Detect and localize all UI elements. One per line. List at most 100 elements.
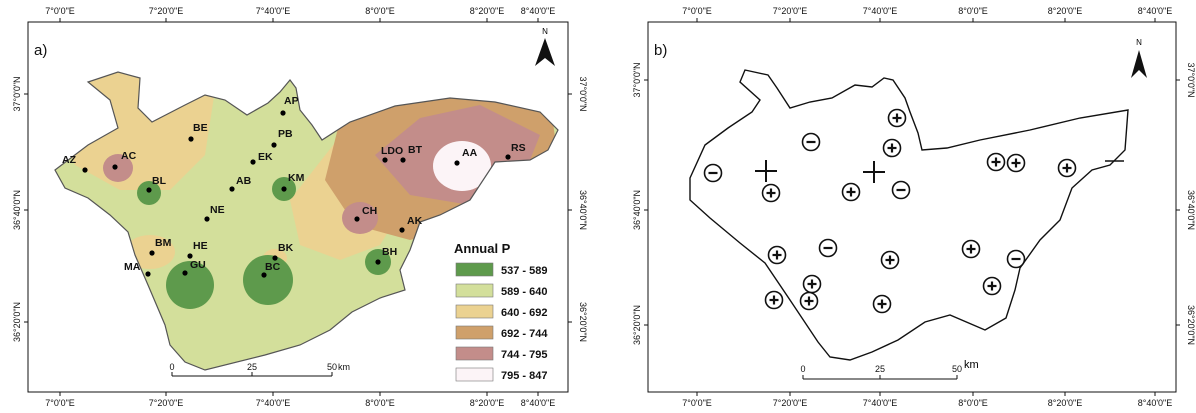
zone-795-847 <box>433 141 491 191</box>
legend-label: 640 - 692 <box>501 307 547 319</box>
station-label: NE <box>210 204 225 216</box>
circled-plus-icon <box>982 276 1002 296</box>
legend-swatch <box>455 346 494 361</box>
station-label: AB <box>236 175 252 187</box>
station-dot <box>281 186 287 192</box>
scalebar-a-tick-50: 50 <box>327 362 337 372</box>
circled-plus-icon <box>841 182 861 202</box>
station-label: AK <box>407 215 423 227</box>
north-label-b: N <box>1136 38 1142 47</box>
legend-annual-p: Annual P 537 - 589 589 - 640 640 - 692 692 … <box>454 241 548 382</box>
north-arrow-icon-b: N <box>1131 38 1147 78</box>
right-axis-label: 37°0'0"N <box>1186 62 1196 97</box>
region-boundary-b <box>689 69 1129 361</box>
panel-b-label: b) <box>654 42 667 59</box>
legend-label: 795 - 847 <box>501 370 547 382</box>
circled-minus-icon <box>703 163 723 183</box>
station-label: AA <box>462 147 478 159</box>
top-axis-label: 8°20'0"E <box>470 6 505 16</box>
legend-label: 589 - 640 <box>501 286 547 298</box>
legend-swatch <box>455 367 494 382</box>
top-axis-label: 7°40'0"E <box>863 6 898 16</box>
station-label: BC <box>265 261 281 273</box>
station-label: BK <box>278 242 294 254</box>
station-dot <box>399 227 405 233</box>
right-axis-label: 37°0'0"N <box>578 76 588 111</box>
station-label: RS <box>511 142 526 154</box>
station-dot <box>505 154 511 160</box>
bottom-axis-label: 7°40'0"E <box>863 398 898 408</box>
circled-minus-icon <box>818 238 838 258</box>
station-label: GU <box>190 259 206 271</box>
station-dot <box>375 259 381 265</box>
station-label: BT <box>408 144 423 156</box>
station-dot <box>261 272 267 278</box>
station-dot <box>204 216 210 222</box>
station-label: BM <box>155 237 172 249</box>
panel-b-coordinate-axes: 7°0'0"E 7°0'0"E 7°20'0"E 7°20'0"E 7°40'0"E 7°… <box>632 6 1196 408</box>
circled-minus-icon <box>1006 249 1026 269</box>
right-axis-label: 36°40'0"N <box>578 190 588 230</box>
left-axis-label: 36°20'0"N <box>632 305 642 345</box>
panel-a: 7°0'0"E 7°0'0"E 7°20'0"E 7°20'0"E 7°40'0"E 7°… <box>12 6 588 408</box>
circled-plus-icon <box>887 108 907 128</box>
top-axis-label: 8°0'0"E <box>365 6 395 16</box>
scalebar-b: 0 25 50 km <box>800 359 979 380</box>
station-dot <box>145 271 151 277</box>
legend-label: 744 - 795 <box>501 349 547 361</box>
panel-b: 7°0'0"E 7°0'0"E 7°20'0"E 7°20'0"E 7°40'0"E 7°… <box>632 6 1196 408</box>
circled-minus-icon <box>801 132 821 152</box>
right-axis-label: 36°40'0"N <box>1186 190 1196 230</box>
station-dot <box>272 255 278 261</box>
north-label-a: N <box>542 27 548 36</box>
legend-swatch <box>455 283 494 298</box>
bottom-axis-label: 8°20'0"E <box>470 398 505 408</box>
station-dot <box>400 157 406 163</box>
circled-plus-icon <box>882 138 902 158</box>
plus-icon <box>755 160 777 182</box>
station-label: PB <box>278 128 293 140</box>
plus-icon <box>863 161 885 183</box>
panel-a-frame <box>27 21 569 393</box>
scalebar-b-tick-25: 25 <box>875 364 885 374</box>
station-dot <box>280 110 286 116</box>
station-dot <box>271 142 277 148</box>
zone-537-589-bl <box>137 181 161 205</box>
legend-title: Annual P <box>454 241 511 256</box>
bottom-axis-label: 7°20'0"E <box>149 398 184 408</box>
scalebar-a-tick-0: 0 <box>169 362 174 372</box>
trend-symbols <box>703 108 1077 314</box>
zone-744-795-ac <box>103 154 133 182</box>
scalebar-a-unit: km <box>338 362 350 372</box>
circled-minus-icon <box>891 180 911 200</box>
circled-plus-icon <box>1006 153 1026 173</box>
panel-b-frame <box>647 21 1177 393</box>
top-axis-label: 8°20'0"E <box>1048 6 1083 16</box>
bottom-axis-label: 7°40'0"E <box>256 398 291 408</box>
right-axis-label: 36°20'0"N <box>1186 305 1196 345</box>
scalebar-a: 0 25 50 km <box>169 362 350 377</box>
station-label: BH <box>382 246 397 258</box>
bottom-axis-label: 7°0'0"E <box>682 398 712 408</box>
bottom-axis-label: 7°20'0"E <box>773 398 808 408</box>
circled-plus-icon <box>1057 158 1077 178</box>
bottom-axis-label: 8°20'0"E <box>1048 398 1083 408</box>
right-axis-label: 36°20'0"N <box>578 302 588 342</box>
bottom-axis-label: 8°0'0"E <box>365 398 395 408</box>
legend-label: 537 - 589 <box>501 265 547 277</box>
left-axis-label: 37°0'0"N <box>632 62 642 97</box>
station-label: AZ <box>62 154 77 166</box>
left-axis-label: 36°40'0"N <box>632 190 642 230</box>
circled-plus-icon <box>802 274 822 294</box>
bottom-axis-label: 7°0'0"E <box>45 398 75 408</box>
station-label: EK <box>258 151 273 163</box>
bottom-axis-label: 8°40'0"E <box>1138 398 1173 408</box>
station-dot <box>187 253 193 259</box>
scalebar-a-tick-25: 25 <box>247 362 257 372</box>
station-dot <box>112 164 118 170</box>
zone-744-795-ch <box>342 202 378 234</box>
station-dot <box>354 216 360 222</box>
bottom-axis-label: 8°40'0"E <box>521 398 556 408</box>
left-axis-label: 36°40'0"N <box>12 190 22 230</box>
